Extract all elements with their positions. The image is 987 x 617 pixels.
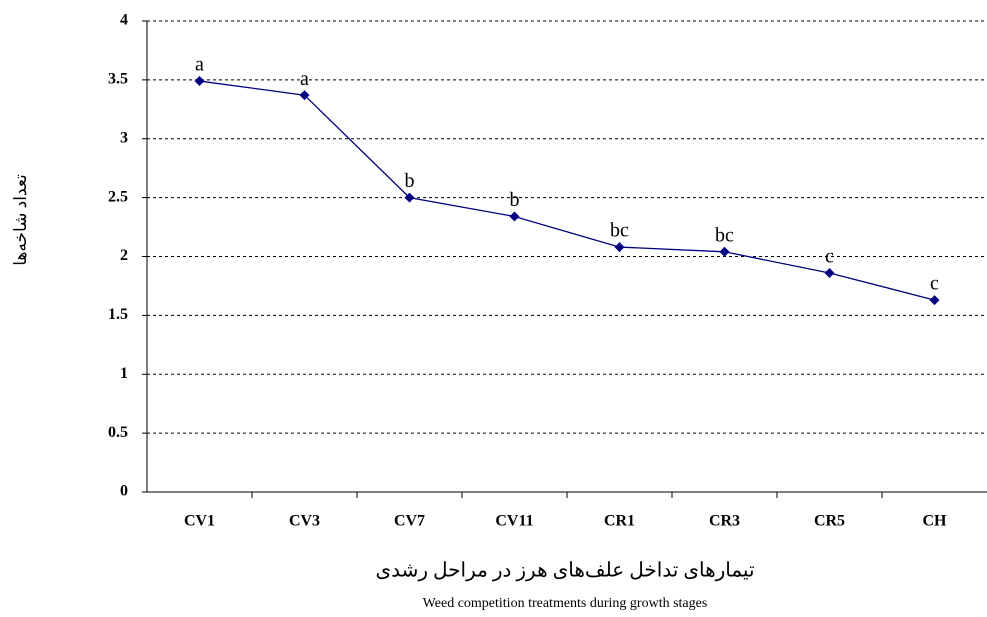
y-tick-label: 4: [120, 12, 128, 29]
x-axis-label: تیمارهای تداخل علف‌های هرز در مراحل رشدی: [375, 560, 754, 582]
data-point: [719, 246, 730, 257]
x-tick-label: CV11: [495, 513, 533, 530]
y-axis-label: تعداد شاخه‌ها: [11, 174, 30, 266]
x-tick-label: CR5: [814, 513, 845, 530]
significance-letter: a: [300, 68, 309, 90]
significance-letter: a: [195, 54, 204, 76]
series-line: [199, 80, 935, 301]
data-point: [404, 192, 415, 203]
y-tick-label: 0: [120, 483, 128, 500]
y-tick-label: 2: [120, 247, 128, 264]
significance-letter: b: [405, 170, 415, 192]
data-point: [299, 90, 310, 101]
y-tick-label: 1.5: [108, 306, 128, 323]
data-point: [929, 295, 940, 306]
x-tick-label: CH: [923, 513, 948, 530]
y-tick-label: 1: [120, 365, 128, 382]
y-tick-label: 3.5: [108, 71, 128, 88]
x-tick-label: CR3: [709, 513, 740, 530]
data-point: [824, 267, 835, 278]
x-tick-label: CV1: [184, 513, 215, 530]
significance-letter: bc: [715, 224, 734, 246]
y-tick-label: 3: [120, 129, 128, 146]
x-axis-subtitle: Weed competition treatments during growt…: [423, 596, 708, 611]
data-point: [509, 211, 520, 222]
x-tick-label: CV7: [394, 513, 425, 530]
x-tick-label: CR1: [604, 513, 635, 530]
x-tick-label: CV3: [289, 513, 320, 530]
significance-letter: c: [825, 246, 834, 268]
significance-letter: b: [510, 189, 520, 211]
data-point: [614, 242, 625, 253]
data-point: [194, 76, 205, 87]
significance-letter: c: [930, 273, 939, 295]
y-tick-label: 0.5: [108, 424, 128, 441]
significance-letter: bc: [610, 220, 629, 242]
y-tick-label: 2.5: [108, 188, 128, 205]
